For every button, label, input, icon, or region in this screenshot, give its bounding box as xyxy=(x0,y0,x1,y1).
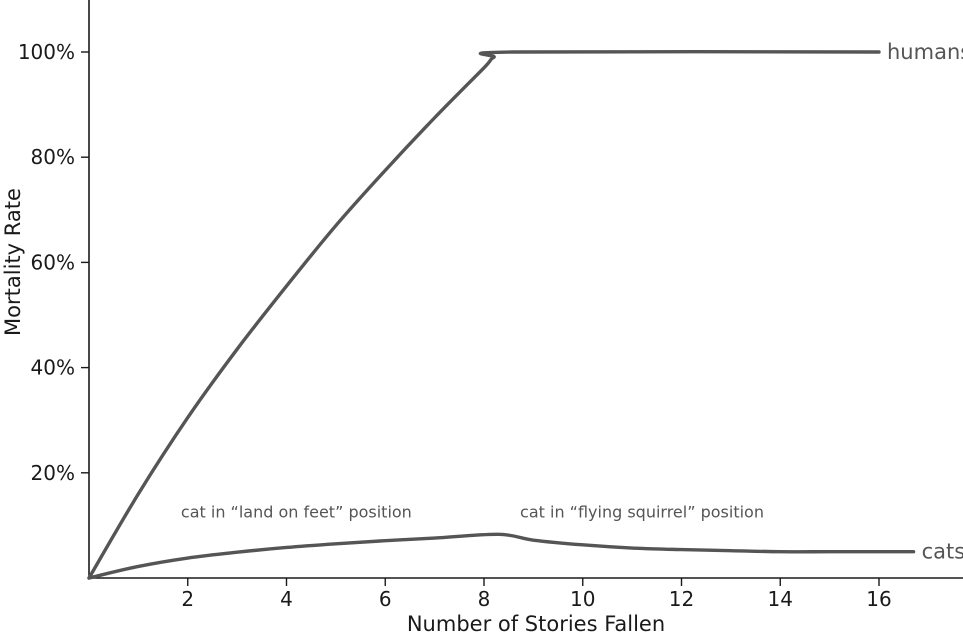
x-tick-label: 14 xyxy=(768,587,793,611)
annotations-group: cat in “land on feet” position cat in “fl… xyxy=(181,503,764,522)
axes xyxy=(88,0,963,579)
x-tick-label: 16 xyxy=(866,587,891,611)
x-tick-label: 2 xyxy=(181,587,194,611)
y-axis-title: Mortality Rate xyxy=(1,188,25,336)
ticks: 2 4 6 8 10 12 14 16 20% 40% 60% 80% 100% xyxy=(18,40,892,611)
humans-label: humans xyxy=(887,40,963,64)
x-tick-label: 10 xyxy=(570,587,595,611)
x-tick-label: 4 xyxy=(280,587,293,611)
y-tick-label: 40% xyxy=(31,356,75,380)
annotation-label: cat in “flying squirrel” position xyxy=(520,503,764,522)
x-tick-label: 12 xyxy=(669,587,694,611)
y-tick-label: 100% xyxy=(18,40,75,64)
x-tick-label: 8 xyxy=(478,587,491,611)
cats-line xyxy=(87,532,916,580)
series-group: humans cats xyxy=(87,40,963,580)
humans-line xyxy=(87,49,881,580)
y-tick-label: 60% xyxy=(31,250,75,274)
y-tick-label: 80% xyxy=(31,145,75,169)
annotation-label: cat in “land on feet” position xyxy=(181,503,412,522)
y-tick-label: 20% xyxy=(31,461,75,485)
x-axis-title: Number of Stories Fallen xyxy=(407,612,665,636)
x-tick-label: 6 xyxy=(379,587,392,611)
cats-label: cats xyxy=(922,540,963,564)
